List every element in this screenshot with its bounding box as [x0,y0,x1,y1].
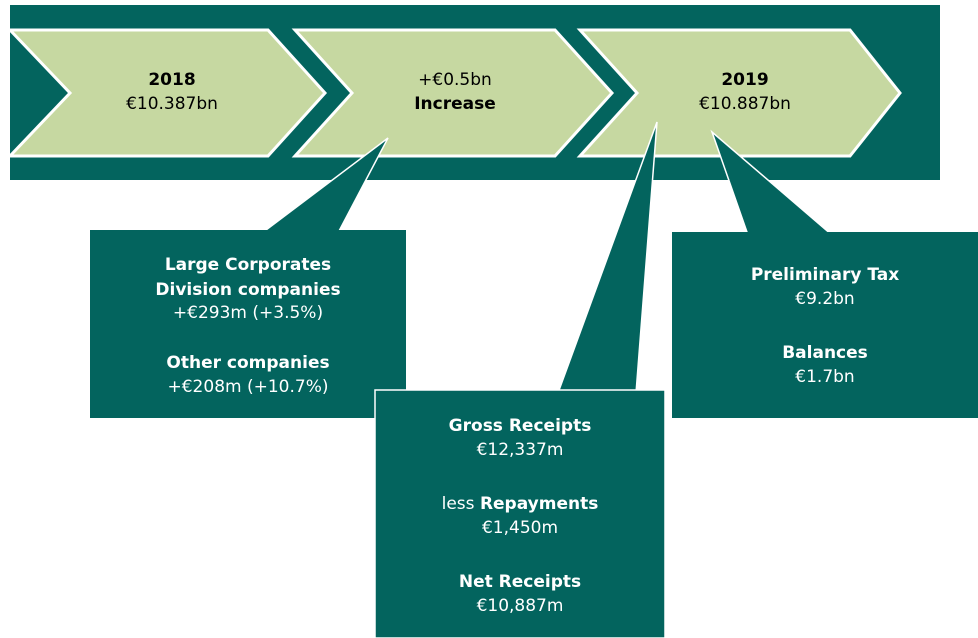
step-title: Increase [414,94,496,114]
entry-label: Other companies [166,353,329,373]
entry-label: Division companies [155,280,340,300]
entry-value: +€293m (+3.5%) [173,303,323,323]
callout-box [374,389,666,638]
entry-label: Gross Receipts [449,416,592,436]
entry-value: €10,887m [477,596,564,616]
entry-label: Repayments [480,494,598,514]
step-value: +€0.5bn [418,70,492,90]
entry-value: +€208m (+10.7%) [168,377,329,397]
step-value: €10.387bn [126,94,218,114]
step-title: 2019 [721,70,768,90]
entry-value: €12,337m [477,440,564,460]
step-value: €10.887bn [699,94,791,114]
entry-label: Preliminary Tax [751,265,899,285]
entry-value: €9.2bn [795,289,854,309]
callout-box [672,232,978,418]
callout-box [90,230,406,418]
chevron [291,28,615,158]
entry-value: €1.7bn [795,367,854,387]
entry-label: Net Receipts [459,572,581,592]
entry-label: Large Corporates [165,255,331,275]
chevron [576,28,902,158]
entry-prefix: less [442,494,475,514]
chevron [6,28,328,158]
step-title: 2018 [148,70,195,90]
entry-value: €1,450m [482,518,558,538]
entry-line: less Repayments [442,494,599,514]
entry-label: Balances [782,343,868,363]
